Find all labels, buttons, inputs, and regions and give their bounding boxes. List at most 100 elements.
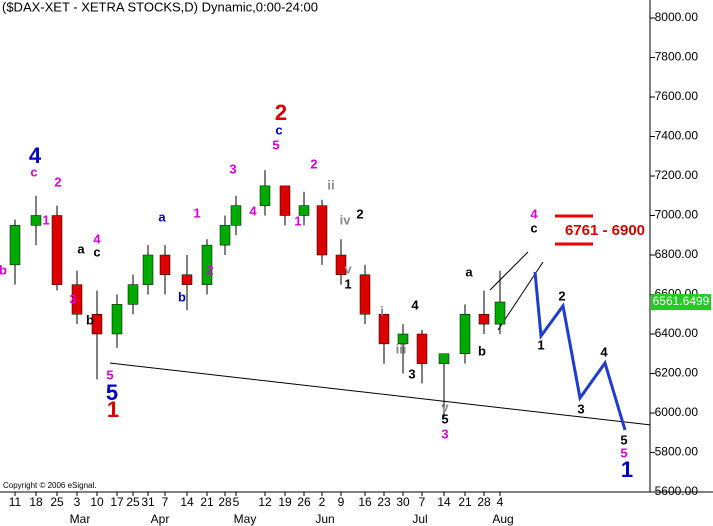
wave-label: 4 <box>530 206 538 221</box>
y-tick-label: 7000.00 <box>655 208 699 222</box>
channel-line <box>489 251 529 291</box>
month-label: Jul <box>412 512 427 526</box>
x-tick-label: 21 <box>458 495 472 509</box>
candle-body <box>335 254 347 275</box>
wave-label: 5 <box>106 380 118 405</box>
wave-label: b <box>0 262 7 277</box>
copyright: Copyright © 2006 eSignal. <box>3 481 97 490</box>
x-tick-label: 19 <box>278 495 292 509</box>
wave-label: 5 <box>620 445 627 460</box>
x-tick-label: 14 <box>180 495 194 509</box>
x-tick-label: 9 <box>338 495 345 509</box>
candle-body <box>127 284 139 305</box>
month-label: Jun <box>315 512 334 526</box>
x-tick-label: 16 <box>358 495 372 509</box>
y-tick-label: 6400.00 <box>655 326 699 340</box>
wave-label: 4 <box>249 203 257 218</box>
candle-body <box>279 185 291 216</box>
candle-body <box>142 254 154 285</box>
candle-body <box>478 314 490 325</box>
x-tick-label: 7 <box>162 495 169 509</box>
candle-body <box>219 225 231 246</box>
wave-label: b <box>86 312 94 327</box>
x-tick-label: 11 <box>9 495 22 509</box>
x-tick-label: 21 <box>200 495 214 509</box>
wave-label: 5 <box>106 367 113 382</box>
candle-body <box>51 215 63 285</box>
wave-label: 3 <box>69 291 76 306</box>
wave-label: a <box>465 264 473 279</box>
wave-label: 3 <box>229 161 236 176</box>
candle-body <box>71 284 83 315</box>
candle-body <box>397 333 409 345</box>
candle-body <box>30 215 42 226</box>
chart-title: ($DAX-XET - XETRA STOCKS,D) Dynamic,0:00… <box>2 0 318 14</box>
projection-line <box>533 271 627 431</box>
wave-label: i <box>380 303 384 318</box>
x-tick-label: 2 <box>319 495 326 509</box>
x-tick-label: 10 <box>90 495 104 509</box>
x-tick-label: 4 <box>497 495 504 509</box>
wave-label: 3 <box>441 426 448 441</box>
x-tick-label: 5 <box>233 495 240 509</box>
wave-label: iii <box>396 341 407 356</box>
y-tick-label: 7200.00 <box>655 168 699 182</box>
wave-label: b <box>478 343 486 358</box>
month-label: Apr <box>151 512 170 526</box>
x-tick-label: 31 <box>141 495 155 509</box>
target-zone: 6761 - 6900 <box>565 222 645 239</box>
y-tick-label: 6200.00 <box>655 366 699 380</box>
wave-label: 1 <box>344 276 351 291</box>
wave-label: v <box>441 399 449 414</box>
wave-label: c <box>275 122 282 137</box>
candle-body <box>259 185 271 206</box>
wave-label: 2 <box>206 262 213 277</box>
wave-label: a <box>77 241 85 256</box>
candle-body <box>111 304 123 335</box>
wave-label: 2 <box>54 174 61 189</box>
month-label: May <box>234 512 257 526</box>
candle-body <box>9 225 21 266</box>
month-label: Aug <box>492 512 513 526</box>
y-tick-label: 7400.00 <box>655 129 699 143</box>
x-tick-label: 25 <box>126 495 140 509</box>
y-tick-label: 7800.00 <box>655 50 699 64</box>
wave-label: 4 <box>93 231 101 246</box>
candle-body <box>298 205 310 216</box>
x-tick-label: 7 <box>419 495 426 509</box>
candle-body <box>181 274 193 285</box>
wave-label: c <box>30 164 37 179</box>
x-tick-label: 30 <box>396 495 410 509</box>
wave-label: 5 <box>272 137 279 152</box>
wave-label: b <box>178 289 186 304</box>
candle-body <box>316 205 328 256</box>
candle-body <box>438 353 450 364</box>
wave-label: ii <box>327 177 334 192</box>
candle-body <box>230 205 242 226</box>
y-tick-label: 5800.00 <box>655 445 699 459</box>
y-tick-label: 5600.00 <box>655 484 699 498</box>
wave-label: 3 <box>577 401 584 416</box>
y-tick-label: 7600.00 <box>655 89 699 103</box>
wave-label: 2 <box>275 100 287 125</box>
candle-body <box>201 244 213 285</box>
wave-label: 2 <box>310 156 317 171</box>
wave-label: 4 <box>29 143 42 168</box>
candle-body <box>494 301 506 325</box>
wave-label: 2 <box>356 206 363 221</box>
trendline <box>109 362 651 426</box>
candle-body <box>378 314 390 345</box>
wave-label: 4 <box>411 297 419 312</box>
x-tick-label: 18 <box>29 495 43 509</box>
x-tick-label: 25 <box>50 495 64 509</box>
y-tick-label: 6800.00 <box>655 247 699 261</box>
candle-body <box>159 254 171 275</box>
candle-body <box>359 274 371 315</box>
last-price-label: 6561.6499 <box>653 294 710 308</box>
wave-label: 1 <box>193 205 200 220</box>
x-tick-label: 28 <box>477 495 491 509</box>
wave-label: c <box>530 220 537 235</box>
last-price-box <box>651 294 711 311</box>
wave-label: 4 <box>600 344 608 359</box>
